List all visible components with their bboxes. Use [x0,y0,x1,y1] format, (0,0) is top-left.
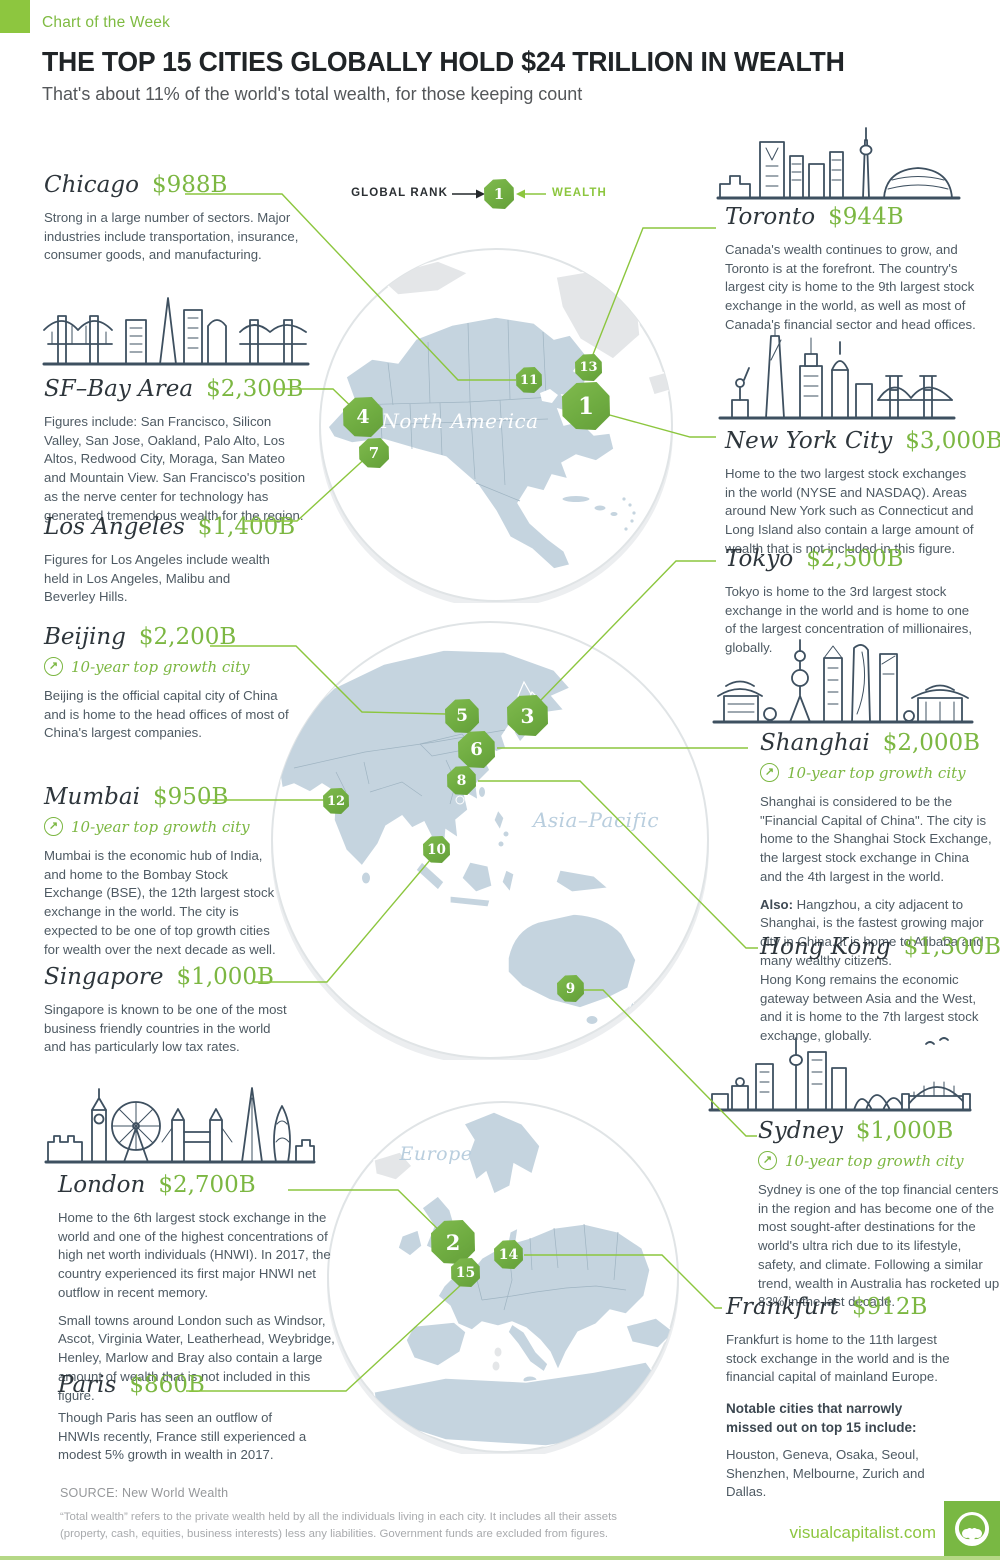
city-heading: Hong Kong $1,300B [760,934,1000,960]
city-entry-hong-kong: Hong Kong $1,300B Hong Kong remains the e… [760,934,1000,1046]
city-heading: SF–Bay Area $2,300B [44,376,304,402]
region-label-asia-pacific: Asia–Pacific [531,808,659,832]
map-marker-rank-1-new-york: 1 [562,382,610,430]
city-description: Home to the two largest stock exchanges … [725,466,974,556]
iceland-landmass [373,1151,413,1181]
map-marker-rank-15-paris: 15 [451,1258,480,1287]
city-heading: Toronto $944B [725,204,904,230]
london-skyline-illustration [44,1087,316,1164]
city-entry-shanghai: Shanghai $2,000B ↗ 10-year top growth city… [760,730,992,971]
city-description: Shanghai is considered to be the "Financ… [760,794,992,884]
growth-badge: ↗ 10-year top growth city [44,657,294,676]
map-marker-rank-9-sydney: 9 [557,975,584,1002]
city-heading: Paris $860B [58,1372,205,1398]
page-subtitle: That's about 11% of the world's total we… [42,83,583,104]
city-entry-sf-bay-area: SF–Bay Area $2,300B Figures include: San … [44,376,306,525]
city-heading: Frankfurt $912B [726,1294,928,1320]
growth-arrow-icon: ↗ [758,1151,777,1170]
growth-arrow-icon: ↗ [760,763,779,782]
antilles-island-dots [622,497,636,531]
map-marker-rank-14-frankfurt: 14 [494,1240,523,1269]
asia-pacific-globe: Asia–Pacific [271,621,709,1060]
city-heading: Shanghai $2,000B [760,730,981,756]
city-entry-beijing: Beijing $2,200B ↗ 10-year top growth city … [44,624,294,743]
region-label-europe: Europe [398,1143,472,1165]
city-description: Mumbai is the economic hub of India, and… [44,848,276,957]
page-title: THE TOP 15 CITIES GLOBALLY HOLD $24 TRIL… [42,46,845,77]
region-label-north-america: North America [380,409,538,433]
city-heading: Sydney $1,000B [758,1118,954,1144]
sydney-skyline-illustration [708,1037,972,1112]
city-description: Tokyo is home to the 3rd largest stock e… [725,584,973,656]
notable-cities-list: Houston, Geneva, Osaka, Seoul, Shenzhen,… [726,1446,925,1500]
map-marker-rank-6-shanghai: 6 [458,731,495,768]
map-marker-rank-13-toronto: 13 [575,354,602,381]
growth-badge: ↗ 10-year top growth city [758,1151,1000,1170]
brand-accent-square [0,0,30,33]
city-heading: Los Angeles $1,400B [44,514,296,540]
map-marker-rank-5-beijing: 5 [445,699,479,733]
city-description: Figures for Los Angeles include wealth h… [44,552,270,605]
city-description: Frankfurt is home to the 11th largest st… [726,1332,950,1385]
legend-sample-marker: 1 [484,179,514,209]
city-entry-toronto: Toronto $944B Canada's wealth continues t… [725,204,980,335]
city-entry-frankfurt: Frankfurt $912B Frankfurt is home to the … [726,1294,970,1387]
notable-cities-heading: Notable cities that narrowly missed out … [726,1401,917,1435]
legend-wealth-label: WEALTH [552,187,607,199]
map-marker-rank-12-mumbai: 12 [323,788,349,814]
bottom-accent-bar [0,1556,1000,1560]
visual-capitalist-logo [944,1501,1000,1557]
city-description: Sydney is one of the top financial cente… [758,1182,1000,1310]
city-description: Canada's wealth continues to grow, and T… [725,242,976,332]
city-heading: Mumbai $950B [44,784,229,810]
shanghai-skyline-illustration [712,639,974,724]
map-marker-rank-11-chicago: 11 [516,367,542,393]
map-marker-rank-3-tokyo: 3 [507,695,548,736]
growth-badge: ↗ 10-year top growth city [44,817,276,836]
growth-arrow-icon: ↗ [44,657,63,676]
city-entry-tokyo: Tokyo $2,500B Tokyo is home to the 3rd la… [725,546,983,658]
city-entry-sydney: Sydney $1,000B ↗ 10-year top growth city S… [758,1118,1000,1312]
city-entry-chicago: Chicago $988B Strong in a large number of… [44,172,299,265]
city-description-also: Also: Hangzhou, a city adjacent to Shang… [760,896,984,968]
visualcapitalist-link[interactable]: visualcapitalist.com [789,1523,936,1542]
growth-badge: ↗ 10-year top growth city [760,763,992,782]
map-marker-rank-2-london: 2 [431,1220,475,1264]
city-entry-paris: Paris $860B Though Paris has seen an outf… [58,1372,316,1465]
city-heading: Singapore $1,000B [44,964,274,990]
source-note: SOURCE: New World Wealth [60,1486,229,1500]
city-heading: New York City $3,000B [725,428,1000,454]
city-entry-los-angeles: Los Angeles $1,400B Figures for Los Angel… [44,514,296,607]
notable-cities-note: Notable cities that narrowly missed out … [726,1400,944,1502]
legend-rank-arrow-icon [452,189,485,199]
italy-landmass [507,1322,549,1374]
city-heading: London $2,700B [58,1172,256,1198]
eyebrow: Chart of the Week [42,14,171,31]
sf-skyline-illustration [42,297,310,366]
city-entry-singapore: Singapore $1,000B Singapore is known to b… [44,964,292,1057]
total-wealth-disclaimer: “Total wealth” refers to the private wea… [60,1511,617,1541]
city-entry-london: London $2,700B Home to the 6th largest st… [58,1172,350,1405]
europe-globe: Europe [327,1101,679,1454]
scandinavia-landmass [462,1111,541,1195]
city-description: Beijing is the official capital city of … [44,688,289,741]
city-description: Though Paris has seen an outflow of HNWI… [58,1410,307,1463]
city-heading: Beijing $2,200B [44,624,237,650]
city-description: Figures include: San Francisco, Silicon … [44,414,306,523]
city-description: Singapore is known to be one of the most… [44,1002,287,1055]
growth-arrow-icon: ↗ [44,817,63,836]
legend-wealth-arrow-icon [516,189,546,199]
city-description: Hong Kong remains the economic gateway b… [760,972,979,1044]
city-entry-new-york-city: New York City $3,000B Home to the two lar… [725,428,1000,559]
toronto-skyline-illustration [716,127,961,200]
city-description: Home to the 6th largest stock exchange i… [58,1210,331,1300]
city-heading: Tokyo $2,500B [725,546,904,572]
city-entry-mumbai: Mumbai $950B ↗ 10-year top growth city Mum… [44,784,276,959]
city-heading: Chicago $988B [44,172,228,198]
new-york-skyline-illustration [718,323,956,420]
city-description: Strong in a large number of sectors. Maj… [44,210,299,263]
map-marker-rank-8-hong-kong: 8 [447,766,476,795]
legend-global-rank-label: GLOBAL RANK [351,187,448,199]
